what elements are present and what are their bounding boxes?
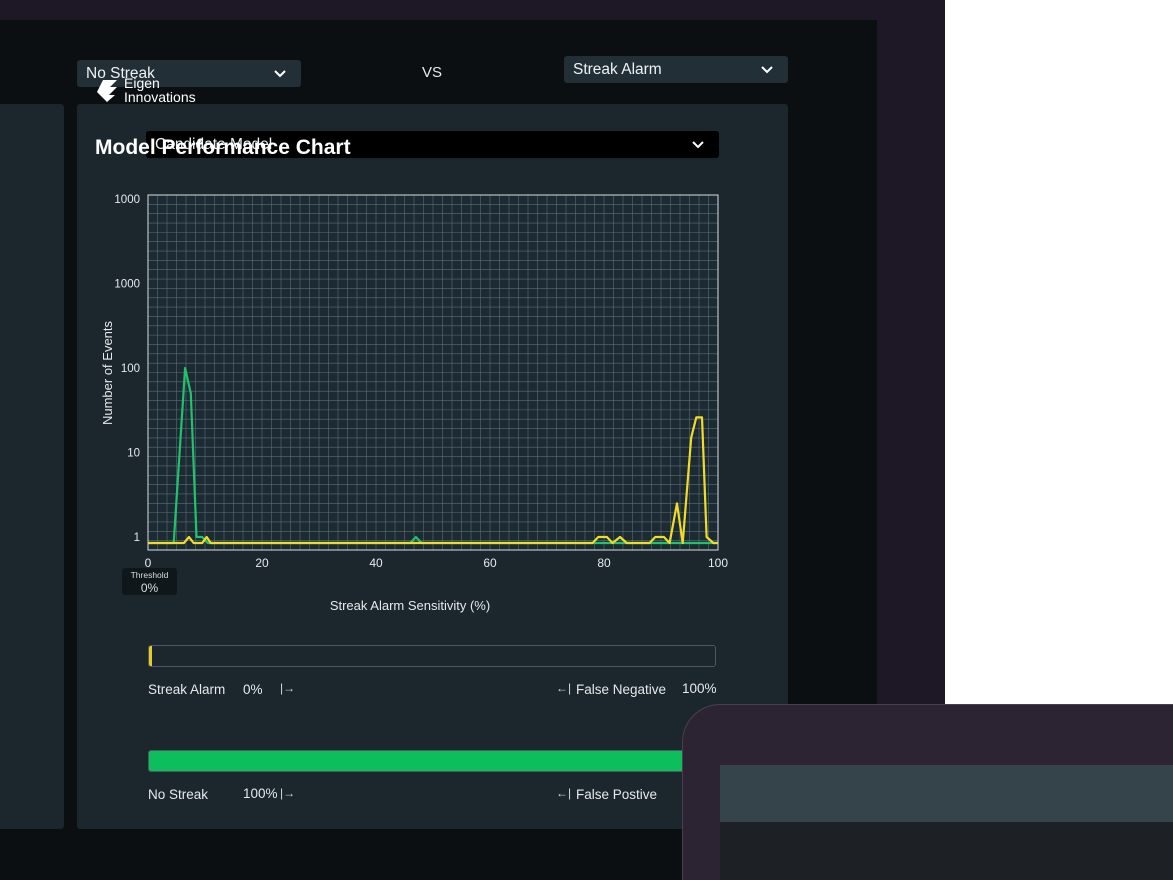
x-tick-label: 0 (145, 556, 152, 570)
streak-alarm-meter (148, 645, 716, 667)
model-select-value: Candidate Model (155, 135, 273, 153)
overlay-title: Model Performance Chart (95, 136, 351, 159)
x-tick-label: 100 (708, 556, 728, 570)
laptop-overlay (682, 704, 1173, 880)
meter2-left-label: No Streak (148, 787, 209, 802)
x-tick-label: 80 (597, 556, 611, 570)
threshold-indicator[interactable]: Threshold 0% (122, 568, 177, 595)
series-layer (148, 366, 718, 545)
grid (148, 195, 718, 550)
y-tick-label: 100 (121, 363, 140, 375)
logo-text: Eigen Innovations (124, 76, 196, 104)
y-tick-label: 1000 (114, 194, 140, 206)
arrow-right-to-bar-icon[interactable]: |→ (280, 786, 296, 800)
meter1-left-label: Streak Alarm (148, 682, 226, 697)
y-tick-label: 1000 (114, 279, 140, 291)
yellow-series-line (148, 416, 718, 545)
threshold-label: Threshold (130, 570, 169, 580)
y-ticks: 1 10 100 1000 1000 (114, 194, 140, 544)
y-tick-label: 1 (134, 532, 140, 544)
no-streak-meter (148, 750, 716, 772)
vs-label: VS (422, 64, 443, 81)
x-ticks: 0 20 40 60 80 100 (145, 556, 729, 570)
meter1-right-value: 100% (682, 681, 717, 696)
logo-line2: Innovations (124, 89, 196, 105)
chevron-down-icon (761, 65, 773, 73)
eigen-logo-icon (97, 80, 117, 102)
right-comparison-select[interactable]: Streak Alarm (564, 56, 788, 83)
right-comparison-value: Streak Alarm (573, 60, 662, 78)
overlay-body (720, 822, 1173, 880)
x-axis-label: Streak Alarm Sensitivity (%) (330, 598, 490, 613)
meter2-right-label: False Postive (576, 787, 658, 802)
model-select[interactable]: Candidate Model (146, 131, 719, 158)
x-tick-label: 40 (369, 556, 383, 570)
logo-line1: Eigen (124, 75, 160, 91)
x-tick-label: 60 (483, 556, 497, 570)
green-series-line (148, 366, 718, 545)
events-chart: 0 20 40 60 80 100 1 10 100 1000 1000 Streak Alarm… (100, 194, 729, 613)
arrow-left-to-bar-icon[interactable]: ←| (556, 681, 572, 695)
arrow-right-to-bar-icon[interactable]: |→ (280, 681, 296, 695)
no-streak-meter-fill (149, 751, 715, 771)
meter1-left-value: 0% (243, 682, 263, 697)
y-axis-label: Number of Events (100, 320, 115, 425)
streak-alarm-meter-fill (149, 646, 152, 666)
overlay-header (720, 765, 1173, 822)
x-tick-label: 20 (255, 556, 269, 570)
threshold-value: 0% (140, 581, 159, 595)
left-panel (0, 104, 64, 829)
chevron-down-icon (692, 140, 704, 148)
meter2-left-value: 100% (243, 786, 278, 801)
chevron-down-icon (274, 69, 286, 77)
plot-frame (147, 194, 719, 551)
y-tick-label: 10 (127, 448, 140, 460)
meter1-right-label: False Negative (576, 682, 667, 697)
arrow-left-to-bar-icon[interactable]: ←| (556, 786, 572, 800)
left-comparison-value: No Streak (86, 64, 155, 82)
